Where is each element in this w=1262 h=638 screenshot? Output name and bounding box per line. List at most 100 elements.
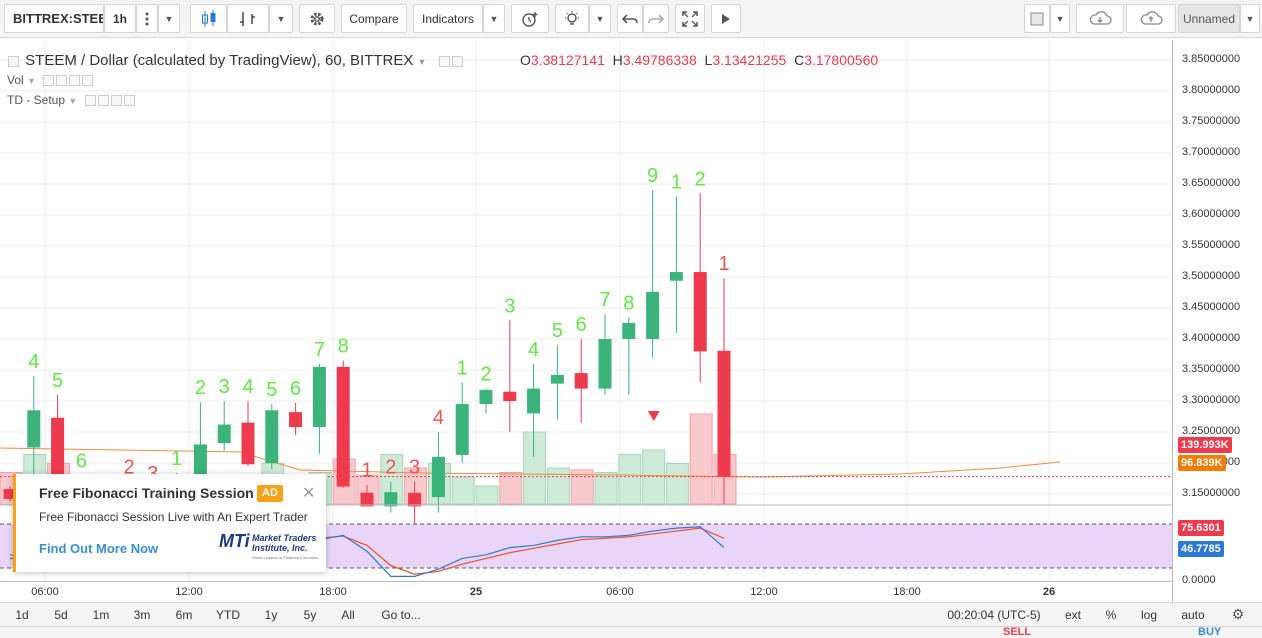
time-label: 25: [469, 586, 483, 598]
add-alert-icon[interactable]: [511, 4, 549, 33]
legend-settings-icon[interactable]: [451, 55, 463, 67]
ext-toggle[interactable]: ext: [1064, 608, 1082, 622]
td-setup-label: 4: [433, 407, 444, 429]
logo-mark: MTi: [219, 531, 250, 551]
clock-readout[interactable]: 00:20:04 (UTC-5): [947, 608, 1041, 622]
candle-body: [3, 489, 17, 499]
color-square-icon[interactable]: [1024, 4, 1050, 33]
legend-eye-icon[interactable]: [438, 55, 450, 67]
td-setup-label: 6: [290, 378, 301, 400]
layout-name-text: Unnamed: [1182, 11, 1236, 26]
cloud-upload-icon[interactable]: [1126, 4, 1176, 33]
collapse-legend-icon[interactable]: [8, 55, 19, 67]
candle-body: [598, 339, 612, 389]
sell-button[interactable]: SELL: [1003, 626, 1032, 638]
interval-text: 1h: [112, 11, 127, 26]
bar-chart-icon[interactable]: [227, 4, 269, 33]
indicators-label: Indicators: [421, 11, 475, 26]
price-scale[interactable]: [1172, 40, 1262, 602]
bulb-icon[interactable]: [555, 4, 589, 33]
candlestick-icon[interactable]: [190, 4, 227, 33]
auto-toggle[interactable]: auto: [1181, 608, 1205, 622]
range-1y[interactable]: 1y: [264, 608, 278, 622]
range-ytd[interactable]: YTD: [216, 608, 240, 622]
settings-gear-icon[interactable]: ⚙: [1231, 606, 1245, 622]
ad-link[interactable]: Find Out More Now: [39, 541, 159, 556]
time-label: 06:00: [31, 586, 59, 598]
time-axis[interactable]: 06:00 12:00 18:00 25 06:00 12:00 18:00 2…: [0, 581, 1172, 601]
td-setup-label: 1: [457, 357, 468, 379]
range-5d[interactable]: 5d: [54, 608, 68, 622]
range-all[interactable]: All: [341, 608, 355, 622]
volume-bar: [665, 463, 689, 505]
ad-banner[interactable]: Free Fibonacci Training Session AD ✕ Fre…: [13, 474, 326, 572]
ohlc-readout: O3.38127141 H3.49786338 L3.13421255 C3.1…: [520, 52, 878, 68]
interval-button[interactable]: 1h: [104, 4, 136, 33]
volume-bar: [451, 476, 475, 505]
legend-caret-icon[interactable]: ▼: [417, 57, 427, 67]
ad-logo: MTi Market Traders Institute, Inc. World…: [219, 529, 319, 563]
layout-name-button[interactable]: Unnamed: [1178, 4, 1240, 33]
color-dropdown-caret[interactable]: ▼: [1050, 4, 1070, 33]
symbol-search-input[interactable]: BITTREX:STEEMU: [4, 4, 104, 33]
buy-button[interactable]: BUY: [1198, 626, 1222, 638]
range-3m[interactable]: 3m: [133, 608, 151, 622]
candle-body: [717, 350, 731, 477]
more-vert-icon[interactable]: [136, 4, 158, 33]
vol-legend[interactable]: Vol ▼: [7, 73, 95, 87]
trade-bar: [0, 626, 1262, 638]
range-5y[interactable]: 5y: [303, 608, 317, 622]
td-setup-label: 5: [52, 370, 63, 392]
td-setup-label: 1: [171, 448, 182, 470]
time-label: 12:00: [175, 586, 203, 598]
range-1m[interactable]: 1m: [92, 608, 110, 622]
undo-icon[interactable]: [617, 4, 643, 33]
td-setup-label: 5: [266, 379, 277, 401]
chart-legend: STEEM / Dollar (calculated by TradingVie…: [8, 52, 465, 69]
range-1d[interactable]: 1d: [15, 608, 29, 622]
settings-gear-icon[interactable]: [299, 4, 335, 33]
volume-bar: [689, 413, 713, 505]
indicators-dropdown-caret[interactable]: ▼: [483, 4, 505, 33]
candle-body: [336, 366, 350, 487]
indicators-button[interactable]: Indicators: [413, 4, 483, 33]
td-setup-label: 5: [552, 320, 563, 342]
bottom-bar: 1d 5d 1m 3m 6m YTD 1y 5y All Go to... 00…: [0, 602, 1262, 626]
percent-toggle[interactable]: %: [1105, 608, 1117, 622]
candle-body: [693, 272, 707, 352]
candle-body: [550, 374, 564, 384]
chart-type-dropdown-caret[interactable]: ▼: [269, 4, 293, 33]
redo-icon[interactable]: [643, 4, 669, 33]
td-setup-label: TD - Setup: [7, 93, 66, 107]
log-toggle[interactable]: log: [1140, 608, 1158, 622]
price-tick-label: 3.15000000: [1182, 487, 1241, 499]
compare-button[interactable]: Compare: [341, 4, 407, 33]
td-setup-label: 1: [718, 253, 729, 275]
interval-dropdown-caret[interactable]: ▼: [158, 4, 180, 33]
close-icon[interactable]: ✕: [302, 485, 316, 502]
td-setup-label: 6: [576, 314, 587, 336]
price-tick-label: 3.85000000: [1182, 53, 1241, 65]
candle-body: [51, 417, 65, 488]
volume-bar: [570, 469, 594, 505]
cloud-download-icon[interactable]: [1076, 4, 1124, 33]
candle-body: [360, 492, 374, 507]
layout-dropdown-caret[interactable]: ▼: [1240, 4, 1260, 33]
legend-title: STEEM / Dollar (calculated by TradingVie…: [25, 52, 414, 69]
close-value: 3.17800560: [804, 52, 879, 68]
td-setup-label: 4: [242, 376, 253, 398]
td-setup-label: 2: [195, 377, 206, 399]
td-setup-legend[interactable]: TD - Setup ▼: [7, 93, 137, 107]
price-tick-label: 3.60000000: [1182, 208, 1241, 220]
range-6m[interactable]: 6m: [175, 608, 193, 622]
bulb-dropdown-caret[interactable]: ▼: [589, 4, 611, 33]
goto-button[interactable]: Go to...: [381, 608, 421, 622]
candle-body: [193, 444, 207, 482]
play-icon[interactable]: [711, 4, 741, 33]
price-tick-label: 3.40000000: [1182, 332, 1241, 344]
fullscreen-icon[interactable]: [675, 4, 705, 33]
td-setup-label: 8: [338, 336, 349, 358]
candle-body: [479, 389, 493, 405]
candle-body: [289, 412, 303, 428]
